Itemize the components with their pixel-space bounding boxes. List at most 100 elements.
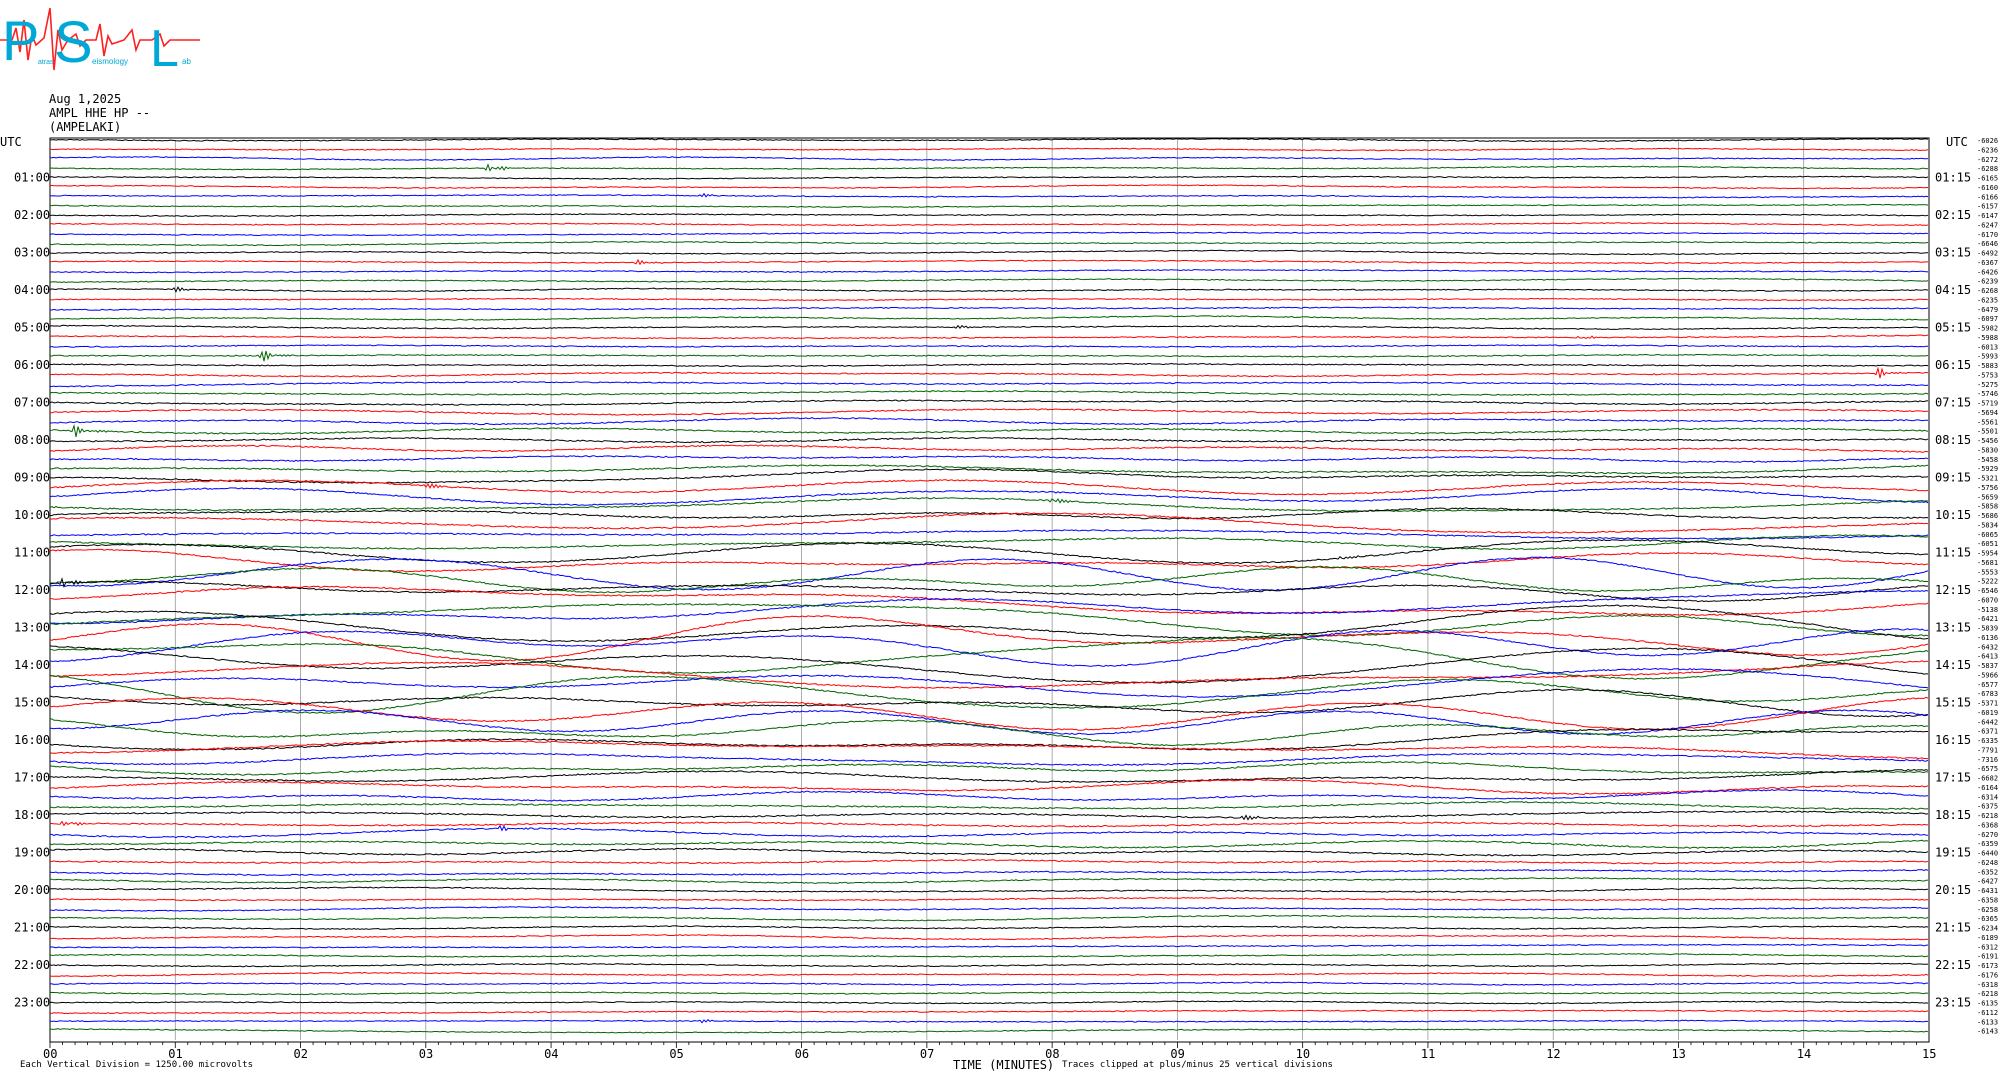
seismic-trace [49,381,1929,388]
trace-offset-label: -6546 [1977,587,1998,595]
right-hour-label: 15:15 [1935,696,1971,710]
trace-offset-label: -5458 [1977,456,1998,464]
logo-letter-s: S [54,10,93,75]
seismic-trace [49,417,1928,426]
seismic-trace [49,869,1929,876]
seismic-trace [49,163,1929,172]
seismic-trace [49,297,1929,302]
seismic-trace [49,258,1929,266]
seismic-trace [49,222,1929,227]
left-hour-label: 01:00 [14,171,50,185]
left-hour-label: 12:00 [14,583,50,597]
trace-offset-label: -6426 [1977,268,1998,276]
trace-offset-label: -6368 [1977,821,1998,829]
trace-offset-label: -6239 [1977,278,1998,286]
seismic-trace [49,886,1929,893]
trace-offset-label: -6268 [1977,287,1998,295]
seismic-trace [49,487,1929,506]
left-hour-label: 21:00 [14,921,50,935]
left-hour-label: 04:00 [14,283,50,297]
trace-offset-label: -6135 [1977,1000,1998,1008]
trace-offset-label: -6352 [1977,868,1998,876]
seismic-trace [49,981,1928,986]
seismic-trace [49,925,1929,931]
trace-offset-label: -5954 [1977,550,1998,558]
seismic-trace [49,839,1929,849]
trace-offset-label: -5659 [1977,493,1998,501]
trace-offset-label: -5830 [1977,446,1998,454]
left-hour-label: 11:00 [14,546,50,560]
seismic-trace [49,820,1929,828]
seismic-trace [50,464,1929,475]
trace-offset-label: -7316 [1977,756,1998,764]
seismic-trace [49,529,1929,540]
seismic-trace [49,334,1929,340]
seismic-trace [49,565,1929,594]
trace-offset-label: -6234 [1977,925,1998,933]
x-tick-label: 02 [294,1047,308,1061]
right-hour-label: 14:15 [1935,658,1971,672]
trace-offset-label: -6413 [1977,653,1998,661]
trace-offset-label: -6189 [1977,934,1998,942]
left-hour-label: 17:00 [14,771,50,785]
seismic-trace [49,344,1929,348]
trace-offset-label: -5883 [1977,362,1998,370]
x-tick-label: 00 [43,1047,57,1061]
left-hour-label: 19:00 [14,846,50,860]
seismic-trace [49,674,1929,714]
trace-offset-label: -6314 [1977,793,1998,801]
seismic-trace [50,824,1929,839]
seismic-trace [49,534,1929,551]
trace-offset-label: -5756 [1977,484,1998,492]
trace-offset-label: -6335 [1977,737,1998,745]
seismic-trace [49,589,1929,625]
trace-offset-label: -5371 [1977,700,1998,708]
seismic-trace [49,800,1929,810]
seismic-trace [49,709,1929,736]
trace-offset-label: -6026 [1977,137,1998,145]
seismic-trace [49,1019,1929,1024]
trace-offset-label: -6173 [1977,962,1998,970]
seismic-trace [49,847,1929,857]
seismic-trace [49,315,1929,321]
trace-offset-label: -6440 [1977,850,1998,858]
right-hour-label: 23:15 [1935,996,1971,1010]
seismic-trace [50,934,1929,941]
x-tick-label: 15 [1922,1047,1936,1061]
right-hour-label: 21:15 [1935,921,1971,935]
seismic-trace [49,285,1929,293]
seismic-trace [49,761,1929,776]
left-hour-label: 13:00 [14,621,50,635]
trace-offset-label: -5694 [1977,409,1998,417]
right-hour-label: 18:15 [1935,808,1971,822]
seismic-trace [49,810,1929,821]
trace-offset-label: -5834 [1977,521,1998,529]
trace-offset-label: -6165 [1977,175,1998,183]
seismic-trace [49,752,1929,766]
trace-offset-label: -6013 [1977,343,1998,351]
trace-offset-label: -6191 [1977,953,1998,961]
seismic-trace [49,231,1929,237]
seismic-trace [49,660,1929,689]
trace-offset-label: -5561 [1977,418,1998,426]
trace-offset-label: -6358 [1977,896,1998,904]
trace-offset-label: -6143 [1977,1028,1998,1036]
left-hour-label: 08:00 [14,433,50,447]
seismic-trace [50,147,1929,152]
seismic-trace [49,192,1929,199]
seismic-trace [49,324,1929,330]
seismic-trace [50,603,1929,637]
seismic-trace [49,184,1929,190]
x-tick-label: 11 [1421,1047,1435,1061]
x-tick-label: 03 [419,1047,433,1061]
seismic-trace [49,268,1929,274]
seismic-trace [49,366,1929,379]
x-tick-label: 12 [1546,1047,1560,1061]
trace-offset-label: -6166 [1977,193,1998,201]
trace-offset-label: -6112 [1977,1009,1998,1017]
seismic-trace [49,137,1929,143]
seismic-trace [49,249,1929,256]
trace-offset-label: -5988 [1977,334,1998,342]
seismic-trace [50,507,1929,520]
right-hour-label: 08:15 [1935,433,1971,447]
